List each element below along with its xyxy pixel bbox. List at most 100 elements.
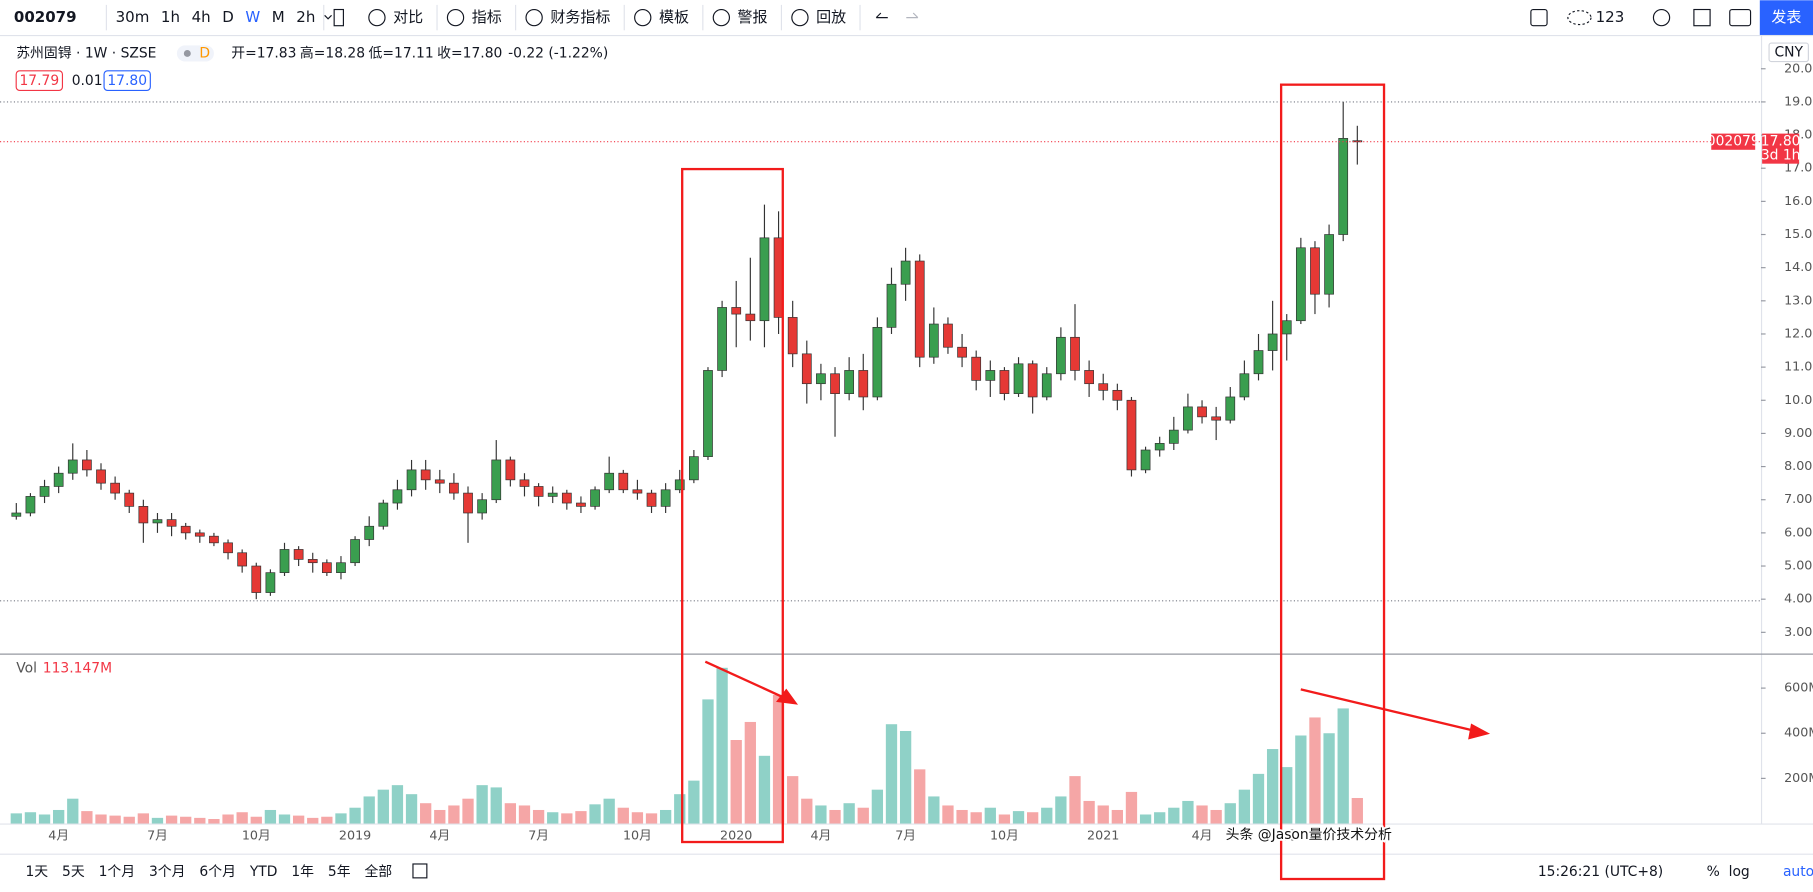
range-button[interactable]: 1个月 [99,864,136,880]
button-icon[interactable] [634,8,652,27]
volume-bar [1125,791,1138,824]
x-tick-label: 2019 [339,828,371,843]
highlight-box [1279,83,1386,881]
range-button[interactable]: 5天 [62,864,85,880]
candle-body [350,539,360,564]
vol-tick-label: 400M [1784,725,1813,740]
toolbar-button[interactable]: 对比 [393,8,423,26]
button-icon[interactable] [368,8,386,27]
symbol[interactable]: 002079 [14,8,77,26]
candle-body [914,260,925,358]
volume-bar [829,809,841,824]
volume-bar [1210,809,1222,824]
candle-body [1112,389,1123,401]
candle-body [1013,363,1024,394]
layout-name[interactable]: 123 [1596,8,1625,26]
volume-bar [1083,800,1095,824]
interval[interactable]: 4h [192,8,211,26]
icon-settings[interactable] [1652,8,1671,27]
candle-body [971,356,982,381]
range-button[interactable]: 全部 [364,863,392,880]
redo[interactable] [906,12,919,19]
vol-tick-label: 200M [1784,770,1813,785]
volume-bar [532,809,545,824]
interval[interactable]: W [245,8,260,26]
last-price-box [1762,133,1800,164]
volume-bar [942,805,954,824]
icon-camera[interactable] [1729,8,1752,27]
toolbar-button[interactable]: 模板 [659,8,689,26]
range-button[interactable]: 1天 [25,864,48,880]
button-group: 对比 指标 财务指标 模板 警报 回放 [333,4,919,31]
range-button[interactable]: 6个月 [199,864,236,880]
icon-candles[interactable] [333,8,344,27]
candle-body [293,549,304,560]
volume-bar [420,803,432,824]
candle-body [590,489,600,507]
interval[interactable]: 30m [116,8,150,26]
countdown: 3d 1h [1761,148,1801,164]
candle-body [576,502,586,507]
button-icon[interactable] [791,8,809,27]
range-button[interactable]: YTD [249,864,278,880]
x-tick-label: 7月 [895,828,916,843]
currency[interactable]: CNY [1774,44,1803,60]
publish-label[interactable]: 发表 [1771,8,1801,26]
toolbar-button[interactable]: 财务指标 [550,8,610,26]
ohlc-label: 低= [369,45,394,61]
volume-bar [1154,812,1166,824]
volume-bar [250,816,262,824]
icon-fullscreen[interactable] [1693,8,1711,27]
symbol-tag-label: 002079 [1707,134,1760,150]
quote-box [103,70,151,92]
candle-body [420,469,431,481]
interval[interactable]: M [272,8,285,26]
annotations [681,83,1491,881]
candle-body [745,313,756,322]
candle-body [82,459,92,471]
undo[interactable] [875,12,888,19]
range-button[interactable]: 1年 [291,864,314,880]
date-picker[interactable] [412,863,428,879]
button-icon[interactable] [525,8,543,27]
volume-bar [914,769,926,824]
log-toggle[interactable]: log [1729,864,1750,880]
candle-body [1267,333,1278,351]
x-tick-label: 4月 [48,828,69,843]
volume-bar [490,787,502,824]
icon-cloud[interactable] [1567,10,1592,26]
currency-box[interactable] [1768,42,1809,63]
range-button[interactable]: 5年 [328,864,351,880]
quote: 17.79 [19,73,59,89]
volume-bar [448,805,460,824]
ohlc-value: 17.83 [257,45,297,61]
quotes: 17.79 0.01 17.80 [15,70,151,92]
percent-toggle[interactable]: % [1707,864,1720,880]
candle-body [124,492,135,507]
dropdown[interactable] [324,14,332,20]
button-icon[interactable] [446,8,465,27]
ohlc-value: 17.80 [463,45,503,61]
button-icon[interactable] [712,8,731,27]
interval[interactable]: D [222,8,234,26]
toolbar-button[interactable]: 回放 [816,8,846,26]
highlight-box [681,167,784,844]
candle-body [279,549,290,574]
toolbar-button[interactable]: 警报 [738,8,768,26]
candle-body [223,542,233,554]
icon-square[interactable] [1530,8,1548,27]
auto-toggle[interactable]: auto [1783,864,1813,880]
candle-body [67,459,78,474]
interval[interactable]: 1h [161,8,180,26]
candle-body [1098,383,1109,391]
publish-button[interactable] [1759,0,1813,35]
x-tick-label: 4月 [811,828,832,843]
y-tick-label: 5.00 [1784,558,1812,573]
interval[interactable]: 2h [296,8,315,26]
volume-bar [194,817,206,824]
volume-bar [1069,776,1081,824]
candle-body [646,492,657,507]
range-button[interactable]: 3个月 [149,864,186,880]
volume-bar [659,809,672,824]
toolbar-button[interactable]: 指标 [472,8,502,26]
